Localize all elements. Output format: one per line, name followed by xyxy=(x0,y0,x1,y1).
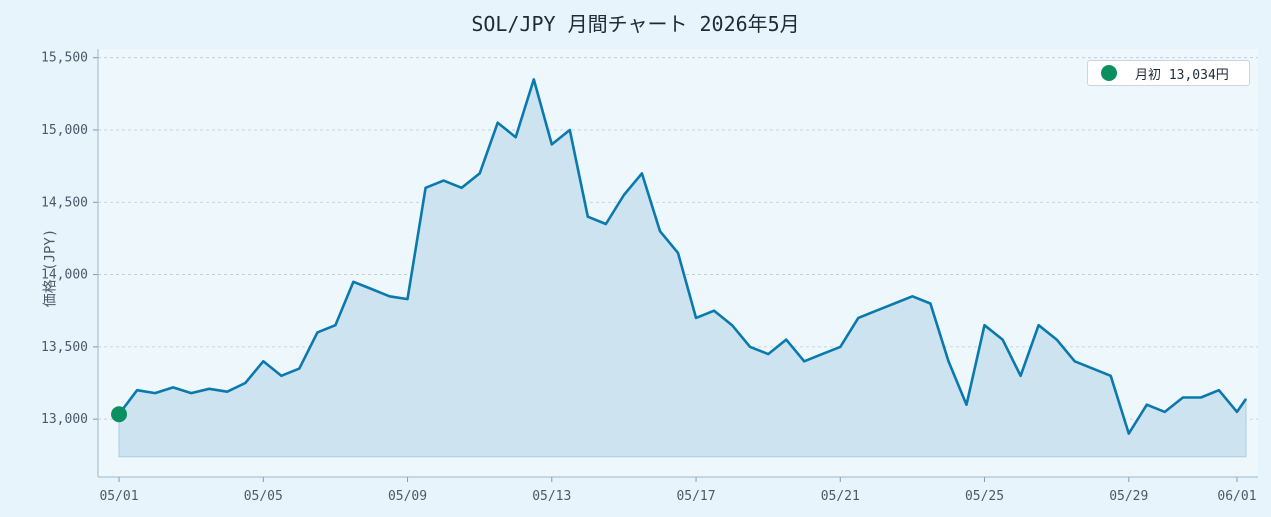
x-tick-label: 05/05 xyxy=(244,489,283,504)
x-tick-label: 06/01 xyxy=(1217,489,1256,504)
legend-label: 月初 13,034円 xyxy=(1135,67,1229,83)
chart-title: SOL/JPY 月間チャート 2026年5月 xyxy=(471,12,800,36)
y-tick-label: 13,500 xyxy=(41,340,88,355)
y-tick-label: 13,000 xyxy=(41,412,88,427)
price-line xyxy=(117,78,1248,435)
y-tick-label: 15,500 xyxy=(41,51,88,66)
legend-marker-icon xyxy=(1101,65,1117,81)
x-tick-label: 05/29 xyxy=(1109,489,1148,504)
x-tick-label: 05/01 xyxy=(99,489,138,504)
y-tick-label: 14,000 xyxy=(41,268,88,283)
x-tick-label: 05/17 xyxy=(676,489,715,504)
x-tick-label: 05/21 xyxy=(821,489,860,504)
month-start-marker xyxy=(111,406,128,423)
y-tick-label: 14,500 xyxy=(41,195,88,210)
x-tick-label: 05/25 xyxy=(965,489,1004,504)
y-tick-label: 15,000 xyxy=(41,123,88,138)
x-tick-label: 05/13 xyxy=(532,489,571,504)
x-tick-label: 05/09 xyxy=(388,489,427,504)
legend: 月初 13,034円 xyxy=(1087,60,1250,86)
